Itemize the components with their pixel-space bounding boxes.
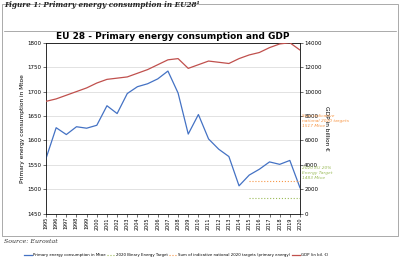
Text: Figure 1: Primary energy consumption in EU28¹: Figure 1: Primary energy consumption in … [4, 1, 200, 9]
Text: 2020 EU 20%
Energy Target
1483 Mtoe: 2020 EU 20% Energy Target 1483 Mtoe [302, 166, 332, 179]
Legend: Primary energy consumption in Mtoe, 2020 Binary Energy Target, Sum of indicative: Primary energy consumption in Mtoe, 2020… [24, 253, 328, 257]
Title: EU 28 - Primary energy consumption and GDP: EU 28 - Primary energy consumption and G… [56, 32, 290, 41]
Text: Source: Eurostat: Source: Eurostat [4, 240, 58, 244]
Y-axis label: Primary energy consumption in Mtoe: Primary energy consumption in Mtoe [20, 74, 25, 183]
Text: Sum indicative
national 2020 targets
1517 Mtoe: Sum indicative national 2020 targets 151… [302, 114, 349, 128]
Y-axis label: GDP in billion €: GDP in billion € [324, 106, 330, 151]
